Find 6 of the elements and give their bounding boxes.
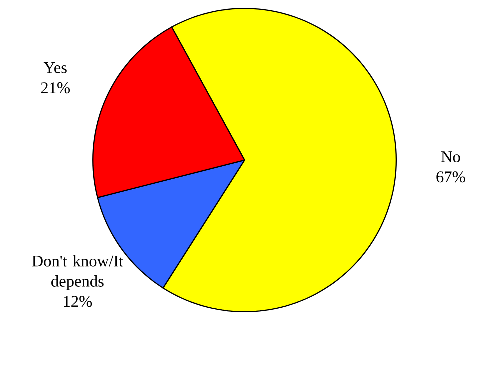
slice-label: Don't know/It depends [32, 255, 124, 290]
slice-label: Yes [44, 62, 67, 74]
data-label: 12% [64, 296, 92, 308]
data-label: 21% [41, 82, 70, 94]
slice-label: No [441, 152, 460, 163]
data-label: 67% [436, 172, 466, 183]
